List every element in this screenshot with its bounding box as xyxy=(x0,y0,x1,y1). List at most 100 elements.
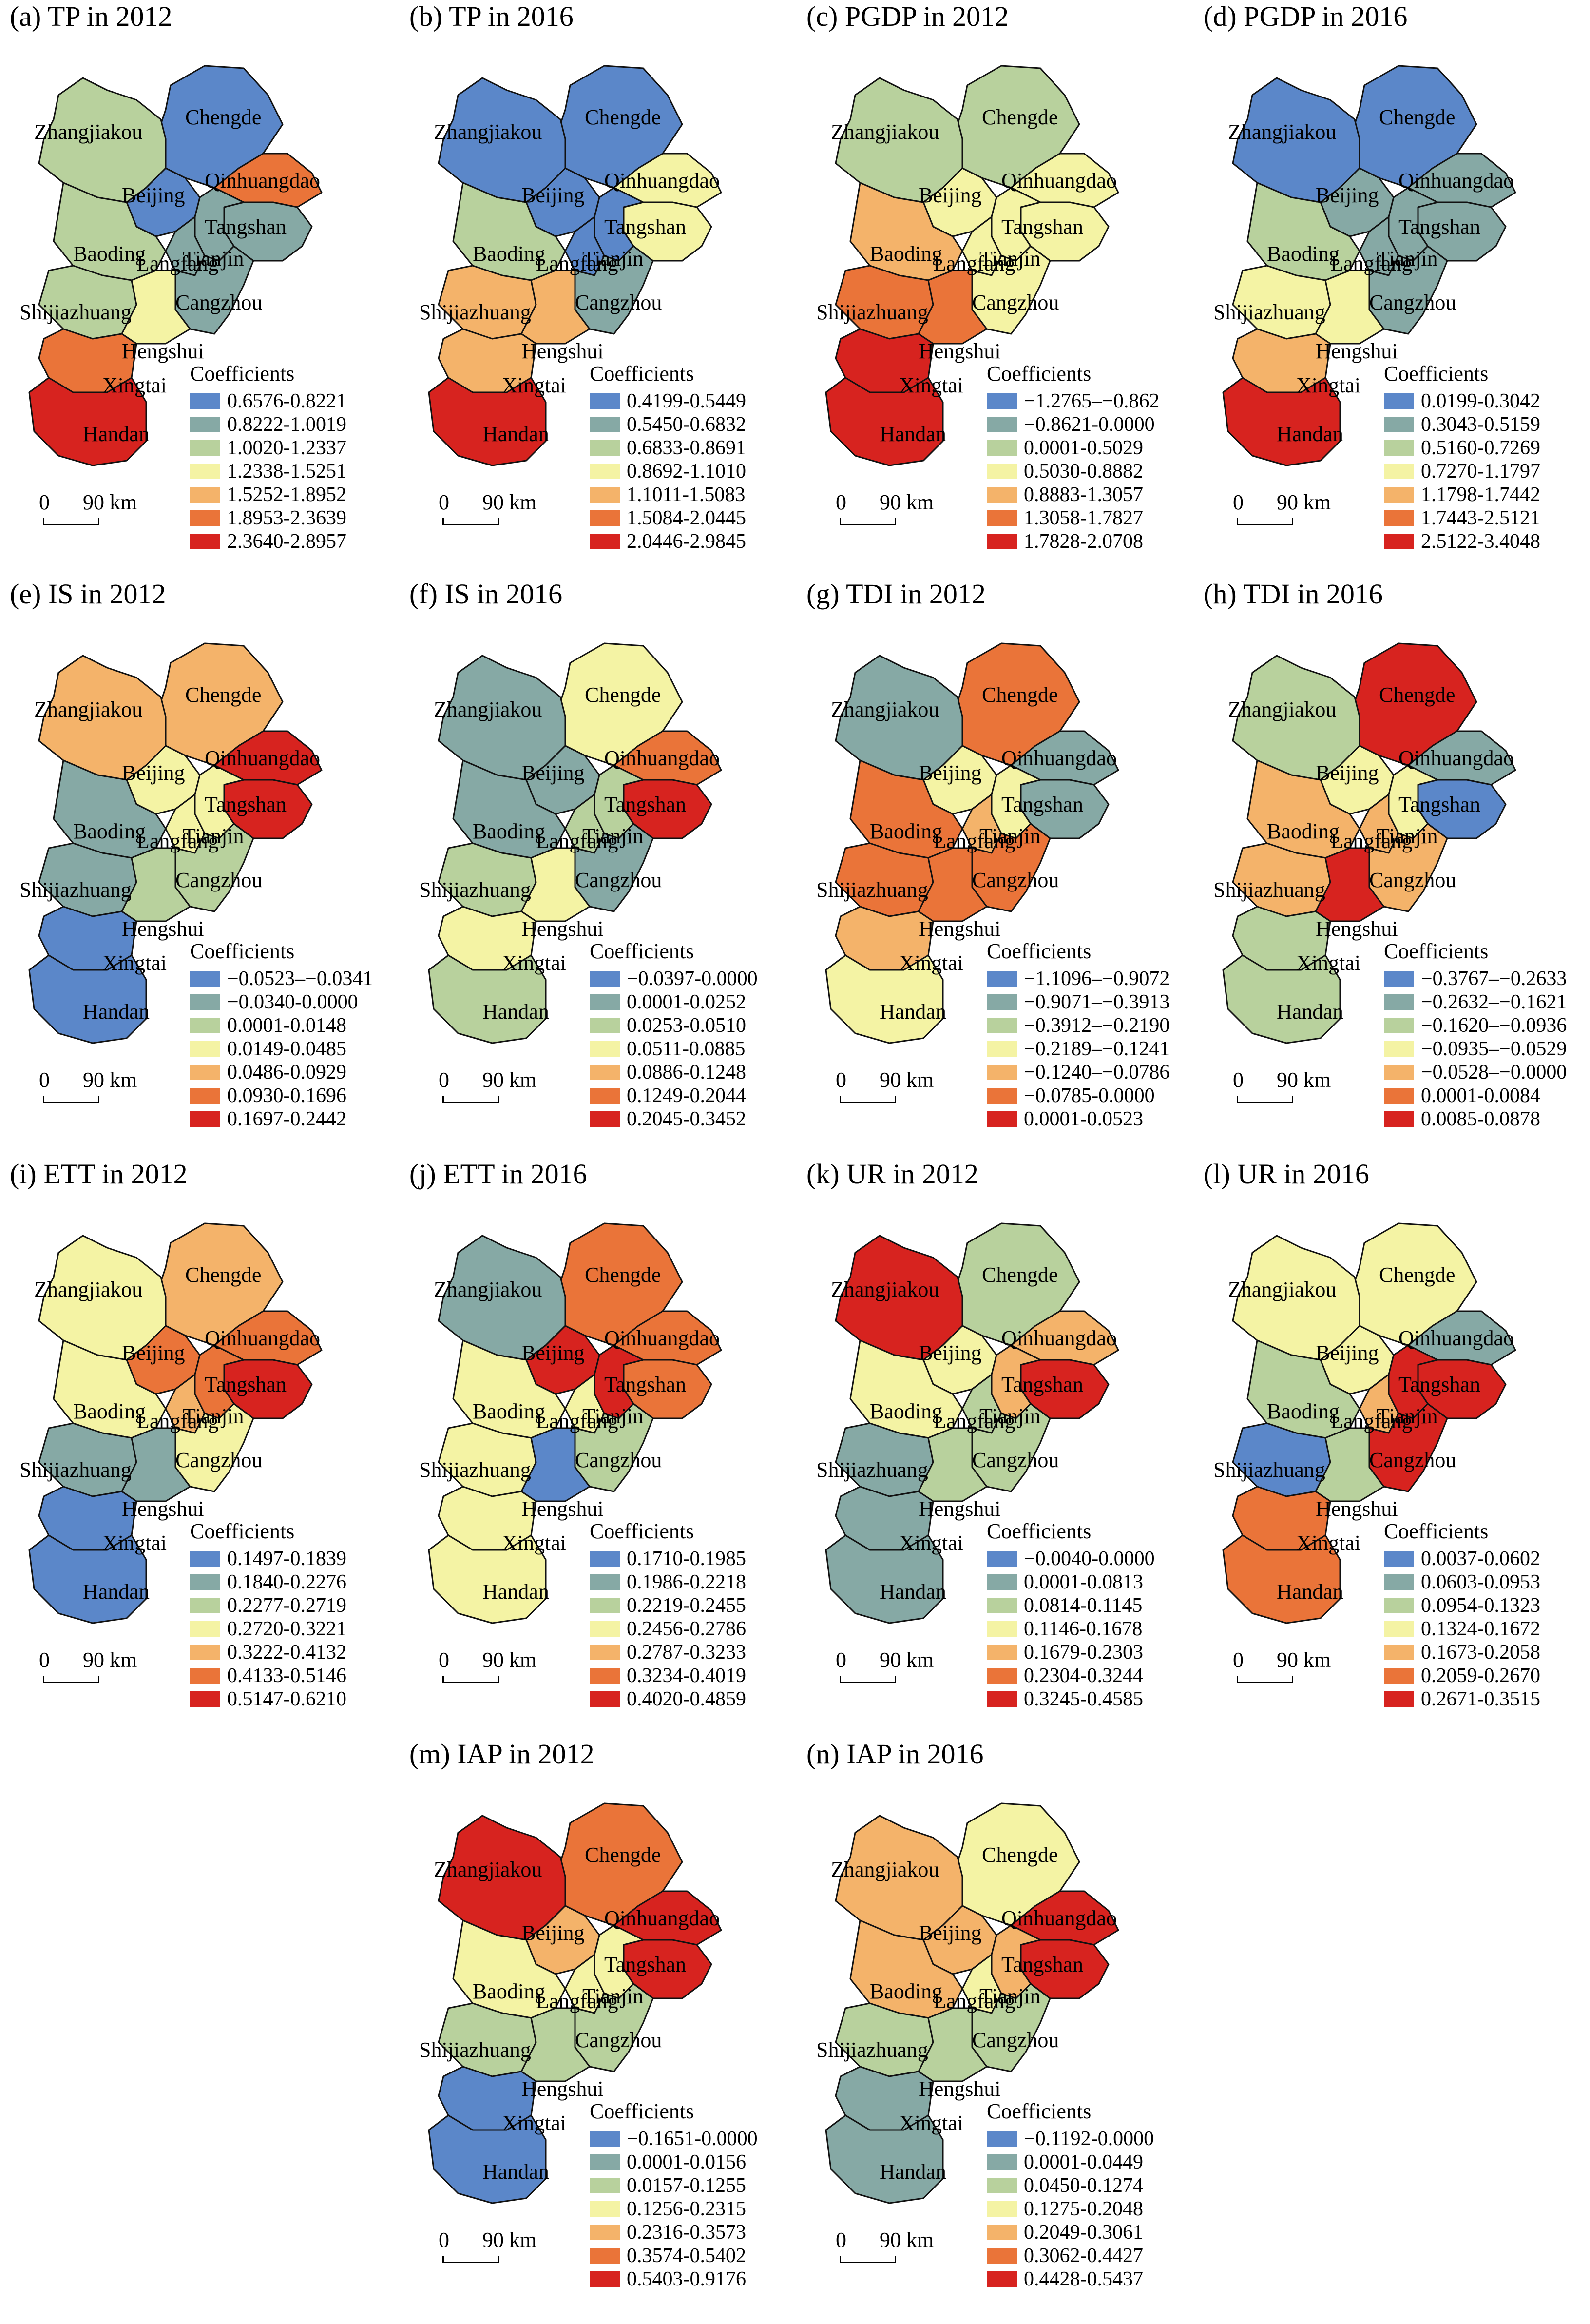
legend: Coefficients 0.0037-0.0602 0.0603-0.0953 0.… xyxy=(1384,1521,1540,1711)
scale-bar-distance: 90 km xyxy=(880,490,934,514)
panel-title: (m) IAP in 2012 xyxy=(409,1738,594,1770)
scale-bar: 0 90 km xyxy=(439,2227,565,2266)
city-label-baoding: Baoding xyxy=(1267,819,1340,843)
legend-entry: 0.2045-0.3452 xyxy=(590,1107,758,1131)
city-label-tangshan: Tangshan xyxy=(604,1373,686,1396)
region-handan xyxy=(1222,1534,1341,1624)
legend-swatch xyxy=(987,393,1017,409)
city-label-tianjin: Tianjin xyxy=(582,247,644,271)
legend-label: 1.2338-1.5251 xyxy=(227,460,346,483)
region-hengshui xyxy=(520,847,591,922)
city-label-zhangjiakou: Zhangjiakou xyxy=(434,1278,542,1301)
city-label-cangzhou: Cangzhou xyxy=(575,868,662,892)
legend-entry: 0.3234-0.4019 xyxy=(590,1664,746,1687)
legend-entry: 2.3640-2.8957 xyxy=(190,530,346,553)
legend-label: 0.5450-0.6832 xyxy=(627,413,746,436)
legend-swatch xyxy=(987,1018,1017,1033)
city-label-tianjin: Tianjin xyxy=(582,1404,644,1428)
city-label-tianjin: Tianjin xyxy=(979,247,1041,271)
legend-swatch xyxy=(190,1088,220,1104)
scale-bar: 0 90 km xyxy=(836,1067,962,1106)
legend-entry: 0.2316-0.3573 xyxy=(590,2221,758,2244)
legend-swatch xyxy=(987,487,1017,503)
region-hengshui xyxy=(918,1427,988,1502)
panel-title: (n) IAP in 2016 xyxy=(806,1738,984,1770)
city-label-hengshui: Hengshui xyxy=(1316,917,1398,941)
city-label-hengshui: Hengshui xyxy=(919,1497,1001,1521)
city-label-tangshan: Tangshan xyxy=(1001,1953,1083,1976)
legend-entry: −0.0523–−0.0341 xyxy=(190,967,373,990)
scale-bar: 0 90 km xyxy=(1233,1647,1360,1686)
map-canvas: Chengde Zhangjiakou Beijing Qinhuangdao Tang… xyxy=(19,1222,323,1624)
legend-swatch xyxy=(1384,510,1414,526)
legend: Coefficients 0.4199-0.5449 0.5450-0.6832 0.… xyxy=(590,363,746,553)
legend-label: −0.1620–−0.0936 xyxy=(1421,1014,1567,1037)
city-label-cangzhou: Cangzhou xyxy=(972,290,1059,314)
legend-swatch xyxy=(1384,994,1414,1010)
city-label-shijiazhuang: Shijiazhuang xyxy=(1213,1458,1325,1482)
legend-entry: 0.4133-0.5146 xyxy=(190,1664,346,1687)
region-handan xyxy=(28,377,147,466)
scale-bar: 0 90 km xyxy=(1233,490,1360,529)
legend-label: 0.1249-0.2044 xyxy=(627,1085,746,1107)
legend-entry: −0.1620–−0.0936 xyxy=(1384,1014,1567,1037)
panel-title: (e) IS in 2012 xyxy=(10,578,166,610)
legend-swatch xyxy=(987,971,1017,987)
scale-bar-zero: 0 xyxy=(439,490,449,514)
map-canvas: Chengde Zhangjiakou Beijing Qinhuangdao Tang… xyxy=(816,1222,1119,1624)
legend-label: 0.0253-0.0510 xyxy=(627,1014,746,1037)
legend-entry: 0.1146-0.1678 xyxy=(987,1617,1155,1641)
legend-swatch xyxy=(190,464,220,479)
legend-swatch xyxy=(987,1111,1017,1127)
city-label-zhangjiakou: Zhangjiakou xyxy=(434,1858,542,1881)
city-label-shijiazhuang: Shijiazhuang xyxy=(19,300,132,324)
map-canvas: Chengde Zhangjiakou Beijing Qinhuangdao Tang… xyxy=(19,65,323,466)
legend-label: 0.2277-0.2719 xyxy=(227,1594,346,1617)
legend-entry: 0.4428-0.5437 xyxy=(987,2267,1154,2291)
legend-swatch xyxy=(590,2178,620,2193)
legend-swatch xyxy=(1384,417,1414,432)
legend-entry: 1.5252-1.8952 xyxy=(190,483,346,506)
legend-entry: 0.1840-0.2276 xyxy=(190,1570,346,1594)
legend-label: 0.8883-1.3057 xyxy=(1024,484,1143,506)
legend-entry: 0.0001-0.0523 xyxy=(987,1107,1169,1131)
legend-swatch xyxy=(590,417,620,432)
legend-entry: 0.3062-0.4427 xyxy=(987,2244,1154,2267)
city-label-cangzhou: Cangzhou xyxy=(1369,868,1456,892)
scale-bar-line xyxy=(442,1676,499,1683)
region-handan xyxy=(28,954,147,1044)
city-label-baoding: Baoding xyxy=(73,1399,146,1423)
city-label-tangshan: Tangshan xyxy=(205,793,287,816)
map-canvas: Chengde Zhangjiakou Beijing Qinhuangdao Tang… xyxy=(419,1802,722,2204)
scale-bar-zero: 0 xyxy=(836,490,846,514)
city-label-chengde: Chengde xyxy=(1379,683,1455,707)
legend-swatch xyxy=(190,1551,220,1567)
city-label-tangshan: Tangshan xyxy=(1001,1373,1083,1396)
scale-bar-line xyxy=(840,2256,896,2263)
city-label-hengshui: Hengshui xyxy=(122,917,204,941)
city-label-zhangjiakou: Zhangjiakou xyxy=(34,697,142,721)
legend-swatch xyxy=(987,1041,1017,1057)
legend-swatch xyxy=(590,2225,620,2240)
city-label-zhangjiakou: Zhangjiakou xyxy=(1228,1278,1336,1301)
legend-label: 0.2219-0.2455 xyxy=(627,1594,746,1617)
legend-label: 0.1986-0.2218 xyxy=(627,1571,746,1593)
scale-bar-distance: 90 km xyxy=(880,1648,934,1672)
panel-title: (c) PGDP in 2012 xyxy=(806,0,1009,32)
legend-entry: −0.0935–−0.0529 xyxy=(1384,1037,1567,1061)
legend-label: 0.0001-0.0523 xyxy=(1024,1108,1143,1130)
panel-title: (h) TDI in 2016 xyxy=(1204,578,1383,610)
legend-entry: 0.0001-0.0148 xyxy=(190,1014,373,1037)
legend-entry: 0.0037-0.0602 xyxy=(1384,1547,1540,1570)
legend-entry: 0.2456-0.2786 xyxy=(590,1617,746,1641)
panel-title: (l) UR in 2016 xyxy=(1204,1158,1369,1190)
city-label-tangshan: Tangshan xyxy=(1398,215,1480,239)
city-label-zhangjiakou: Zhangjiakou xyxy=(34,1278,142,1301)
legend-swatch xyxy=(987,2131,1017,2147)
legend: Coefficients 0.6576-0.8221 0.8222-1.0019 1.… xyxy=(190,363,346,553)
legend-swatch xyxy=(987,1574,1017,1590)
city-label-handan: Handan xyxy=(83,1580,150,1604)
legend-swatch xyxy=(190,1111,220,1127)
city-label-hengshui: Hengshui xyxy=(521,2077,604,2101)
legend-swatch xyxy=(190,1574,220,1590)
